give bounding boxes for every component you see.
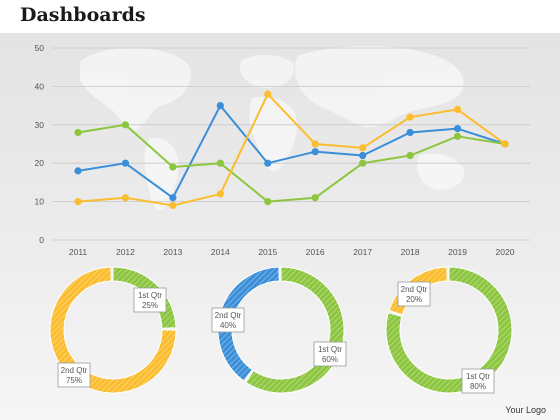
slice-label-name: 1st Qtr	[318, 345, 342, 354]
donut-slice	[112, 266, 177, 329]
data-point	[121, 159, 130, 167]
x-tick-label: 2019	[448, 247, 467, 257]
donut-slice	[49, 266, 177, 394]
data-point	[359, 159, 367, 167]
x-tick-label: 2017	[353, 247, 372, 257]
data-point	[406, 113, 414, 121]
data-point	[216, 102, 224, 110]
slice-label-name: 2nd Qtr	[401, 285, 428, 294]
data-point	[453, 105, 462, 114]
x-tick-label: 2015	[258, 247, 277, 257]
data-point	[406, 151, 414, 160]
y-tick-label: 10	[35, 197, 45, 207]
data-point	[216, 159, 224, 167]
series-line	[77, 123, 506, 203]
x-tick-label: 2018	[401, 247, 420, 257]
logo-text: Your Logo	[505, 405, 546, 415]
data-point	[406, 128, 414, 137]
y-tick-label: 40	[35, 81, 45, 91]
y-tick-label: 0	[39, 235, 44, 245]
page-title: Dashboards	[20, 4, 146, 26]
slice-label-name: 1st Qtr	[138, 291, 162, 300]
data-point	[121, 194, 130, 202]
world-map-background	[80, 45, 465, 211]
data-point	[453, 125, 462, 133]
data-point	[169, 194, 177, 202]
slice-label-value: 75%	[66, 376, 82, 385]
data-point	[501, 140, 509, 148]
series-line	[77, 104, 506, 199]
slice-label-value: 60%	[322, 355, 338, 364]
x-tick-label: 2014	[211, 247, 230, 257]
donut-slice	[385, 266, 513, 394]
data-point	[453, 132, 462, 140]
data-point	[74, 198, 82, 206]
x-tick-label: 2011	[69, 247, 88, 257]
series-line	[77, 93, 506, 207]
data-point	[121, 121, 130, 129]
x-tick-label: 2012	[116, 247, 135, 257]
data-point	[311, 140, 319, 148]
data-point	[74, 128, 82, 137]
data-point	[264, 198, 272, 206]
x-tick-label: 2020	[496, 247, 515, 257]
data-point	[311, 148, 319, 156]
slice-label-value: 40%	[220, 321, 236, 330]
data-point	[169, 201, 177, 210]
dashboard-panel	[0, 33, 560, 420]
slice-label-value: 25%	[142, 301, 158, 310]
y-tick-label: 50	[35, 43, 45, 53]
data-point	[359, 144, 367, 152]
y-tick-label: 20	[35, 158, 45, 168]
data-point	[264, 159, 272, 167]
data-point	[311, 194, 319, 202]
line-chart: 0 10 20 30 40 50 2011 2012 2013 2014 2015 2016 2017 2…	[35, 43, 530, 257]
x-tick-label: 2016	[306, 247, 325, 257]
slice-label-name: 2nd Qtr	[215, 311, 242, 320]
slice-label-name: 1st Qtr	[466, 372, 490, 381]
data-point	[216, 190, 224, 198]
slice-label-value: 80%	[470, 382, 486, 391]
data-point	[264, 90, 272, 98]
slice-label-name: 2nd Qtr	[61, 366, 88, 375]
slice-label-value: 20%	[406, 295, 422, 304]
data-point	[169, 163, 177, 171]
y-tick-label: 30	[35, 120, 45, 130]
data-point	[74, 167, 82, 175]
data-point	[359, 151, 367, 160]
donut-slice	[217, 266, 280, 382]
x-tick-label: 2013	[163, 247, 182, 257]
